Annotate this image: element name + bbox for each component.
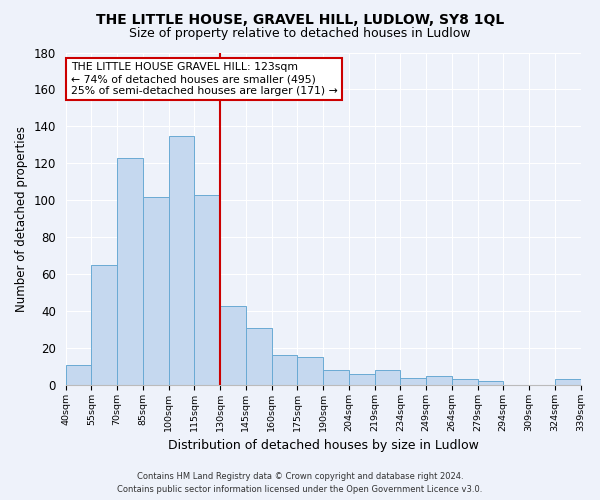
Bar [323,370,349,385]
Text: Size of property relative to detached houses in Ludlow: Size of property relative to detached ho… [129,28,471,40]
Bar [91,265,117,385]
Bar [220,306,246,385]
X-axis label: Distribution of detached houses by size in Ludlow: Distribution of detached houses by size … [167,440,479,452]
Text: Contains HM Land Registry data © Crown copyright and database right 2024.
Contai: Contains HM Land Registry data © Crown c… [118,472,482,494]
Bar [555,380,581,385]
Bar [349,374,374,385]
Bar [452,380,478,385]
Bar [246,328,272,385]
Bar [478,382,503,385]
Bar [298,358,323,385]
Bar [374,370,400,385]
Y-axis label: Number of detached properties: Number of detached properties [15,126,28,312]
Text: THE LITTLE HOUSE, GRAVEL HILL, LUDLOW, SY8 1QL: THE LITTLE HOUSE, GRAVEL HILL, LUDLOW, S… [96,12,504,26]
Bar [169,136,194,385]
Text: THE LITTLE HOUSE GRAVEL HILL: 123sqm
← 74% of detached houses are smaller (495)
: THE LITTLE HOUSE GRAVEL HILL: 123sqm ← 7… [71,62,338,96]
Bar [143,196,169,385]
Bar [65,364,91,385]
Bar [400,378,426,385]
Bar [117,158,143,385]
Bar [194,194,220,385]
Bar [272,356,298,385]
Bar [426,376,452,385]
